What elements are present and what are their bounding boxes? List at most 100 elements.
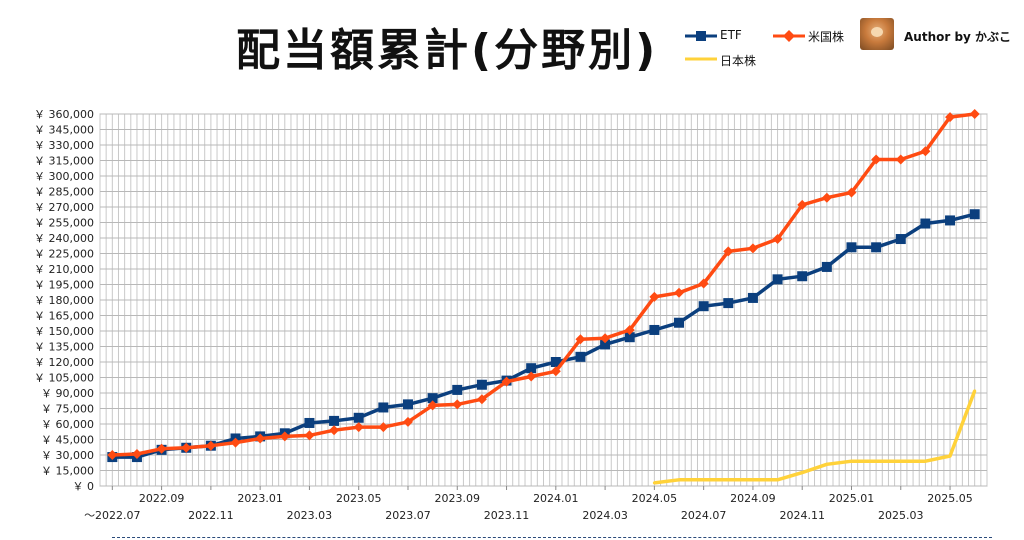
x-tick-label: ～2022.07 <box>84 509 141 522</box>
y-tick-label: ￥ 135,000 <box>34 341 94 354</box>
x-tick-label: 2023.05 <box>336 492 382 505</box>
data-point-us-stock <box>131 448 142 459</box>
x-tick-label: 2024.09 <box>730 492 776 505</box>
data-point-us-stock <box>378 422 389 433</box>
data-point-jp-stock <box>973 389 977 393</box>
y-tick-label: ￥ 270,000 <box>34 201 94 214</box>
y-tick-label: ￥ 360,000 <box>34 108 94 121</box>
y-tick-label: ￥ 315,000 <box>34 155 94 168</box>
data-point-etf <box>427 393 438 404</box>
data-point-jp-stock <box>702 478 706 482</box>
data-point-jp-stock <box>899 459 903 463</box>
y-tick-label: ￥ 255,000 <box>34 217 94 230</box>
data-point-us-stock <box>205 440 216 451</box>
data-point-us-stock <box>255 433 266 444</box>
data-point-us-stock <box>772 234 783 245</box>
data-point-us-stock <box>920 146 931 157</box>
data-point-us-stock <box>747 243 758 254</box>
y-tick-label: ￥ 225,000 <box>34 248 94 261</box>
author-avatar <box>860 18 894 50</box>
x-tick-label: 2024.05 <box>632 492 678 505</box>
y-tick-label: ￥ 285,000 <box>34 186 94 199</box>
bottom-rule <box>112 537 992 538</box>
data-point-us-stock <box>107 450 118 460</box>
y-tick-label: ￥ 345,000 <box>34 124 94 137</box>
data-point-us-stock <box>156 443 167 454</box>
data-point-jp-stock <box>849 459 853 463</box>
data-point-jp-stock <box>751 478 755 482</box>
x-tick-label: 2023.07 <box>385 509 431 522</box>
x-tick-label: 2024.03 <box>582 509 628 522</box>
data-point-jp-stock <box>800 471 804 475</box>
data-point-etf <box>600 339 611 350</box>
data-point-us-stock <box>452 399 463 410</box>
x-tick-label: 2024.11 <box>779 509 825 522</box>
data-point-etf <box>920 218 931 229</box>
x-tick-label: 2022.09 <box>139 492 185 505</box>
data-point-jp-stock <box>923 459 927 463</box>
y-tick-label: ￥ 105,000 <box>34 372 94 385</box>
y-tick-label: ￥ 330,000 <box>34 139 94 152</box>
legend-label-us-stock: 米国株 <box>808 30 845 44</box>
legend-label-etf: ETF <box>720 28 742 42</box>
x-tick-label: 2023.03 <box>287 509 333 522</box>
data-point-us-stock <box>353 422 364 433</box>
data-point-us-stock <box>649 291 660 302</box>
data-point-us-stock <box>821 192 832 203</box>
data-point-us-stock <box>501 376 512 387</box>
data-point-us-stock <box>329 425 340 436</box>
data-point-us-stock <box>945 112 956 123</box>
data-point-us-stock <box>846 187 857 198</box>
data-point-etf <box>550 357 561 367</box>
y-tick-label: ￥ 150,000 <box>34 325 94 338</box>
x-tick-label: 2023.01 <box>237 492 283 505</box>
y-tick-label: ￥ 240,000 <box>34 232 94 245</box>
data-point-etf <box>772 274 783 285</box>
data-point-etf <box>969 209 980 220</box>
data-point-etf <box>821 261 832 272</box>
data-point-us-stock <box>575 334 586 345</box>
data-point-etf <box>674 317 685 328</box>
y-tick-label: ￥ 165,000 <box>34 310 94 323</box>
data-point-jp-stock <box>677 478 681 482</box>
y-tick-label: ￥ 180,000 <box>34 294 94 307</box>
x-tick-label: 2023.09 <box>435 492 481 505</box>
data-point-us-stock <box>181 442 192 453</box>
data-point-us-stock <box>402 416 413 427</box>
y-tick-label: ￥ 75,000 <box>41 403 94 416</box>
data-point-etf <box>526 363 537 374</box>
data-point-us-stock <box>427 400 438 411</box>
data-point-jp-stock <box>776 478 780 482</box>
data-point-etf <box>575 351 586 362</box>
data-point-us-stock <box>895 154 906 165</box>
data-point-us-stock <box>624 324 635 335</box>
data-point-jp-stock <box>874 459 878 463</box>
data-point-etf <box>649 324 660 335</box>
data-point-etf <box>895 234 906 245</box>
y-tick-label: ￥ 60,000 <box>41 418 94 431</box>
data-point-us-stock <box>476 394 487 405</box>
legend-swatch-jp-stock <box>685 57 717 61</box>
series-line-2 <box>654 390 977 485</box>
data-point-etf <box>304 417 315 428</box>
data-point-etf <box>476 379 487 390</box>
data-point-us-stock <box>871 154 882 165</box>
data-point-us-stock <box>550 366 561 377</box>
y-tick-label: ￥ 30,000 <box>41 449 94 462</box>
author-credit: Author by かぶこ <box>904 30 1012 44</box>
data-point-etf <box>846 242 857 253</box>
data-point-jp-stock <box>652 481 656 485</box>
data-point-jp-stock <box>825 462 829 466</box>
data-point-etf <box>723 298 734 309</box>
data-point-us-stock <box>969 109 980 119</box>
data-point-us-stock <box>698 278 709 289</box>
y-tick-label: ￥ 0 <box>73 480 95 493</box>
legend-label-jp-stock: 日本株 <box>720 54 757 68</box>
x-tick-label: 2025.05 <box>927 492 973 505</box>
data-point-etf <box>329 415 340 426</box>
y-tick-label: ￥ 45,000 <box>41 434 94 447</box>
data-point-us-stock <box>600 333 611 344</box>
data-point-us-stock <box>674 287 685 298</box>
data-point-jp-stock <box>726 478 730 482</box>
